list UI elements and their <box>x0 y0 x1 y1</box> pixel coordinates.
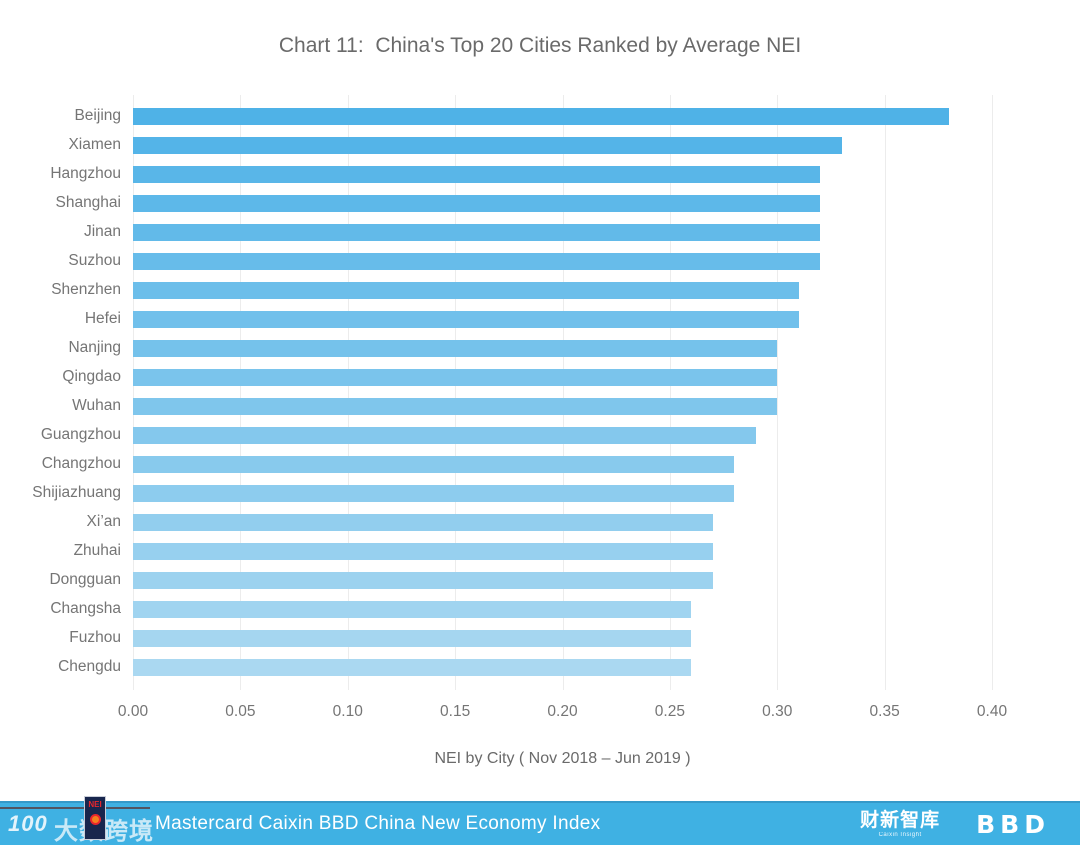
x-tick-label: 0.15 <box>440 703 471 720</box>
watermark-100-icon: 100 <box>8 811 48 836</box>
bar-wuhan <box>133 398 778 415</box>
category-label: Hangzhou <box>50 165 121 182</box>
bar-xiamen <box>133 137 842 154</box>
footer-logos: 财新智库 Caixin Insight BBD <box>860 810 1050 839</box>
bar-dongguan <box>133 572 713 589</box>
footer-bar: 100 大数跨境 NEI Mastercard Caixin BBD China… <box>0 796 1080 845</box>
watermark-underline <box>0 807 150 809</box>
caixin-insight-logo: 财新智库 Caixin Insight <box>860 811 940 838</box>
x-tick-label: 0.05 <box>225 703 256 720</box>
bar-xian <box>133 514 713 531</box>
bar-guangzhou <box>133 427 756 444</box>
category-label: Guangzhou <box>40 426 121 443</box>
x-tick-label: 0.40 <box>976 703 1008 720</box>
x-tick-label: 0.35 <box>869 703 900 720</box>
category-label: Xi’an <box>86 513 121 530</box>
gridline <box>133 95 134 690</box>
bar-chengdu <box>133 659 692 676</box>
nei-badge-circle-icon <box>89 814 101 825</box>
category-label: Zhuhai <box>73 542 121 559</box>
category-label: Fuzhou <box>69 629 121 646</box>
category-label: Beijing <box>74 107 121 124</box>
x-tick-label: 0.20 <box>547 703 578 720</box>
bar-zhuhai <box>133 543 713 560</box>
category-label: Hefei <box>84 310 121 327</box>
bar-hefei <box>133 311 799 328</box>
bbd-logo: BBD <box>976 809 1050 839</box>
gridline <box>992 95 993 690</box>
gridline <box>455 95 457 690</box>
footer-title: Mastercard Caixin BBD China New Economy … <box>155 813 601 834</box>
nei-badge-icon: NEI <box>84 796 106 840</box>
bar-shanghai <box>133 195 821 212</box>
x-tick-label: 0.25 <box>654 703 685 720</box>
bar-hangzhou <box>133 166 821 183</box>
category-label: Shenzhen <box>51 281 121 298</box>
chart-title: Chart 11: China's Top 20 Cities Ranked b… <box>278 34 802 57</box>
category-label: Changsha <box>50 600 121 617</box>
bar-shenzhen <box>133 282 799 299</box>
category-label: Qingdao <box>62 368 121 385</box>
bar-nanjing <box>133 340 778 357</box>
category-label: Dongguan <box>49 571 121 588</box>
category-label: Jinan <box>83 223 121 240</box>
category-label: Shanghai <box>55 194 121 211</box>
nei-badge-text: NEI <box>88 800 102 809</box>
x-tick-label: 0.30 <box>762 703 793 720</box>
bar-changzhou <box>133 456 735 473</box>
gridline <box>669 95 671 690</box>
x-tick-label: 0.10 <box>332 703 363 720</box>
category-label: Wuhan <box>72 397 121 414</box>
bar-shijiazhuang <box>133 485 735 502</box>
x-tick-label: 0.00 <box>117 703 149 720</box>
bar-beijing <box>133 108 950 125</box>
x-axis-label: NEI by City ( Nov 2018 – Jun 2019 ) <box>434 750 691 767</box>
caixin-logo-text: 财新智库 <box>860 809 941 831</box>
bar-qingdao <box>133 369 778 386</box>
bar-chart-plot-area: 0.00 0.05 0.10 0.15 0.20 0.25 0.30 0.35 0.40 Beij… <box>32 95 1010 720</box>
bar-jinan <box>133 224 821 241</box>
category-label: Changzhou <box>41 455 121 472</box>
bar-changsha <box>133 601 692 618</box>
category-label: Shijiazhuang <box>32 484 121 501</box>
gridline <box>240 95 242 690</box>
bar-suzhou <box>133 253 821 270</box>
category-label: Suzhou <box>68 252 121 269</box>
bar-fuzhou <box>133 630 692 647</box>
gridline <box>884 95 886 690</box>
caixin-logo-subtext: Caixin Insight <box>878 831 922 838</box>
gridline <box>347 95 349 690</box>
category-label: Chengdu <box>58 658 121 675</box>
gridline <box>562 95 564 690</box>
category-label: Nanjing <box>68 339 121 356</box>
category-label: Xiamen <box>68 136 121 153</box>
gridline <box>777 95 779 690</box>
